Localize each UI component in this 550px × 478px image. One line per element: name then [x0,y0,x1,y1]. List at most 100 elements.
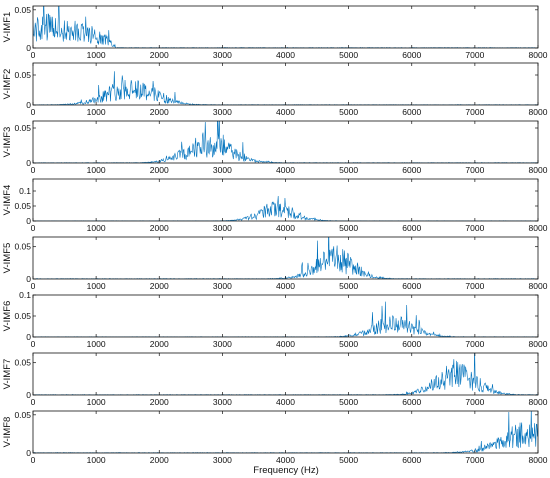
spectrum-line-8 [33,411,538,453]
x-tick-label: 0 [31,165,36,175]
y-tick-label: 0 [26,332,31,342]
x-tick-label: 1000 [87,223,106,233]
y-tick-label: 0 [26,100,31,110]
x-tick-label: 3000 [213,397,232,407]
x-tick-label: 6000 [402,165,421,175]
panel-2: 0 1000 2000 3000 4000 5000 6000 7000 8000 0 0.05V-… [2,62,548,117]
y-tick-label: 0.05 [14,123,31,133]
y-tick-label: 0 [26,216,31,226]
x-tick-label: 2000 [150,165,169,175]
x-tick-label: 8000 [529,107,548,117]
y-axis-label-5: V-IMF5 [2,243,13,274]
x-tick-label: 8000 [529,397,548,407]
x-tick-label: 3000 [213,223,232,233]
panel-3: 0 1000 2000 3000 4000 5000 6000 7000 8000 0 0.05V-… [2,120,548,175]
panel-1: 0 1000 2000 3000 4000 5000 6000 7000 8000 0 0.05V-… [2,5,548,60]
x-tick-label: 8000 [529,455,548,465]
x-tick-label: 6000 [402,107,421,117]
panel-8: 0 1000 2000 3000 4000 5000 6000 7000 8000 0 0.05V-… [2,410,548,465]
y-tick-label: 0 [26,43,31,53]
x-tick-label: 6000 [402,50,421,60]
x-tick-label: 1000 [87,281,106,291]
x-tick-label: 0 [31,223,36,233]
x-tick-label: 3000 [213,281,232,291]
x-tick-label: 5000 [339,107,358,117]
x-tick-label: 4000 [276,397,295,407]
x-tick-label: 1000 [87,165,106,175]
y-axis-label-3: V-IMF3 [2,127,13,158]
x-tick-label: 7000 [465,455,484,465]
x-tick-label: 0 [31,50,36,60]
y-tick-label: 0.05 [14,5,31,15]
axes-frame-2 [32,62,539,106]
x-axis-label: Frequency (Hz) [253,465,318,476]
x-tick-label: 5000 [339,165,358,175]
x-tick-label: 8000 [529,50,548,60]
panel-6: 0 1000 2000 3000 4000 5000 6000 7000 8000 0 0.05 0.… [2,290,548,349]
panel-4: 0 1000 2000 3000 4000 5000 6000 7000 8000 0 0.05 0.… [2,178,548,233]
axes-frame-4 [32,178,539,222]
x-tick-label: 7000 [465,397,484,407]
x-tick-label: 6000 [402,455,421,465]
x-tick-label: 4000 [276,165,295,175]
axes-frame-6 [32,294,539,338]
spectrum-line-4 [33,196,538,221]
x-tick-label: 3000 [213,339,232,349]
x-tick-label: 4000 [276,339,295,349]
x-tick-label: 1000 [87,107,106,117]
y-tick-label: 0 [26,390,31,400]
x-tick-label: 3000 [213,165,232,175]
y-axis-label-4: V-IMF4 [2,185,13,216]
y-axis-label-2: V-IMF2 [2,69,13,100]
y-axis-label-8: V-IMF8 [2,417,13,448]
y-tick-label: 0.1 [19,186,31,196]
x-tick-label: 7000 [465,281,484,291]
axes-frame-3 [32,120,539,164]
x-tick-label: 7000 [465,223,484,233]
x-tick-label: 3000 [213,455,232,465]
x-tick-label: 3000 [213,50,232,60]
x-tick-label: 6000 [402,281,421,291]
x-tick-label: 4000 [276,107,295,117]
x-tick-label: 8000 [529,339,548,349]
axes-frame-7 [32,352,539,396]
panel-5: 0 1000 2000 3000 4000 5000 6000 7000 8000 0 0.05V-… [2,236,548,291]
x-tick-label: 5000 [339,397,358,407]
y-tick-label: 0.05 [14,311,31,321]
x-tick-label: 8000 [529,165,548,175]
y-tick-label: 0.05 [14,70,31,80]
axes-frame-1 [32,5,539,49]
x-tick-label: 0 [31,339,36,349]
x-tick-label: 6000 [402,223,421,233]
x-tick-label: 2000 [150,281,169,291]
y-tick-label: 0 [26,274,31,284]
x-tick-label: 5000 [339,281,358,291]
x-tick-label: 0 [31,281,36,291]
x-tick-label: 6000 [402,339,421,349]
x-tick-label: 2000 [150,50,169,60]
x-tick-label: 7000 [465,339,484,349]
x-tick-label: 4000 [276,50,295,60]
y-axis-label-7: V-IMF7 [2,359,13,390]
x-tick-label: 4000 [276,455,295,465]
x-tick-label: 7000 [465,50,484,60]
x-tick-label: 7000 [465,107,484,117]
y-tick-label: 0 [26,448,31,458]
x-tick-label: 1000 [87,397,106,407]
x-tick-label: 5000 [339,455,358,465]
x-tick-label: 5000 [339,50,358,60]
panels-group: 0 1000 2000 3000 4000 5000 6000 7000 800000.05V-… [2,5,548,465]
x-tick-label: 4000 [276,281,295,291]
x-tick-label: 1000 [87,339,106,349]
x-tick-label: 0 [31,397,36,407]
x-tick-label: 3000 [213,107,232,117]
x-tick-label: 5000 [339,339,358,349]
y-tick-label: 0.05 [14,358,31,368]
x-tick-label: 5000 [339,223,358,233]
spectrum-line-6 [33,301,538,337]
y-axis-label-6: V-IMF6 [2,301,13,332]
y-tick-label: 0 [26,158,31,168]
spectrum-line-3 [33,121,538,163]
x-tick-label: 2000 [150,397,169,407]
